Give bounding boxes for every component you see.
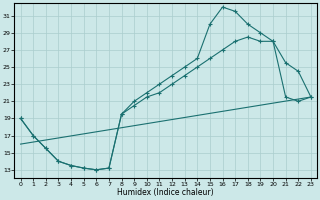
X-axis label: Humidex (Indice chaleur): Humidex (Indice chaleur) [117,188,214,197]
